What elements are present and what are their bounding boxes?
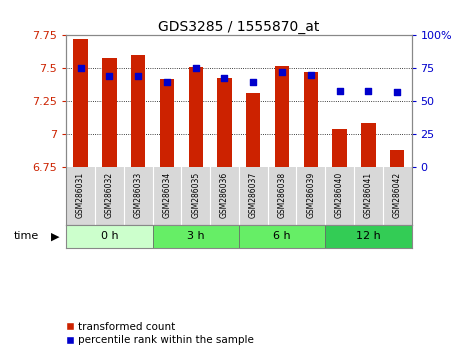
- Text: GSM286032: GSM286032: [105, 172, 114, 218]
- Legend: transformed count, percentile rank within the sample: transformed count, percentile rank withi…: [67, 322, 254, 345]
- Text: GSM286038: GSM286038: [278, 172, 287, 218]
- Point: [221, 75, 228, 80]
- Point: [77, 65, 84, 71]
- Text: GSM286041: GSM286041: [364, 172, 373, 218]
- Bar: [217, 78, 232, 167]
- Text: GSM286042: GSM286042: [393, 172, 402, 218]
- Bar: [304, 72, 318, 167]
- Bar: [73, 39, 88, 167]
- Text: 3 h: 3 h: [187, 232, 204, 241]
- Text: GSM286035: GSM286035: [191, 172, 200, 218]
- Bar: [361, 122, 376, 167]
- Text: GSM286036: GSM286036: [220, 172, 229, 218]
- Point: [278, 69, 286, 75]
- Text: 6 h: 6 h: [273, 232, 291, 241]
- Text: 12 h: 12 h: [356, 232, 381, 241]
- Text: 0 h: 0 h: [101, 232, 118, 241]
- Bar: [131, 55, 145, 167]
- Text: GSM286031: GSM286031: [76, 172, 85, 218]
- Point: [336, 88, 343, 94]
- Title: GDS3285 / 1555870_at: GDS3285 / 1555870_at: [158, 21, 320, 34]
- Point: [249, 79, 257, 84]
- Bar: [102, 58, 116, 167]
- Bar: [246, 93, 261, 167]
- Text: GSM286034: GSM286034: [162, 172, 171, 218]
- Bar: [152, 225, 239, 248]
- Bar: [275, 66, 289, 167]
- Text: GSM286037: GSM286037: [249, 172, 258, 218]
- Bar: [333, 129, 347, 167]
- Bar: [239, 225, 325, 248]
- Point: [192, 65, 200, 71]
- Bar: [66, 225, 152, 248]
- Bar: [325, 225, 412, 248]
- Text: GSM286040: GSM286040: [335, 172, 344, 218]
- Text: GSM286033: GSM286033: [134, 172, 143, 218]
- Bar: [390, 150, 404, 167]
- Bar: [160, 79, 174, 167]
- Text: time: time: [13, 232, 39, 241]
- Point: [105, 74, 113, 79]
- Point: [134, 74, 142, 79]
- Point: [163, 79, 171, 84]
- Point: [307, 72, 315, 78]
- Text: GSM286039: GSM286039: [307, 172, 315, 218]
- Point: [365, 88, 372, 94]
- Bar: [189, 67, 203, 167]
- Text: ▶: ▶: [51, 232, 59, 241]
- Point: [394, 89, 401, 95]
